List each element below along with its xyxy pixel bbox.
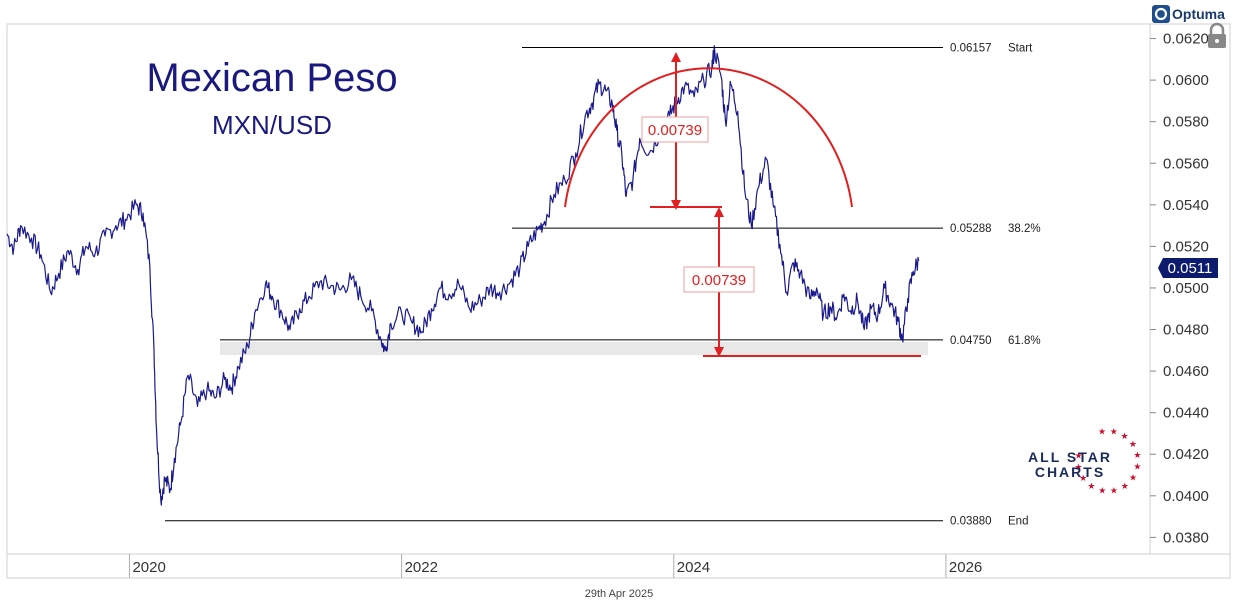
chart-title: Mexican Peso (146, 56, 397, 100)
y-tick-label: 0.0520 (1163, 238, 1209, 255)
allstarcharts-logo: ★ ★ ★★★★★★★★★★★★ ALL STAR CHARTS (1028, 428, 1141, 497)
x-axis-ticks: 2020 2022 2024 2026 (128, 554, 982, 578)
plot-area (6, 23, 1151, 555)
star-icon: ★ (1121, 432, 1129, 442)
y-tick-label: 0.0580 (1163, 114, 1209, 131)
star-icon: ★ (1087, 482, 1095, 492)
measure-label-box (641, 116, 709, 143)
measure-label-box (683, 266, 755, 293)
price-series-line (6, 45, 920, 506)
fib-level-name: 61.8% (1008, 335, 1041, 347)
y-tick-label: 0.0560 (1163, 155, 1209, 172)
arrow-up-icon (714, 207, 724, 217)
star-icon: ★ (1079, 474, 1087, 484)
star-icon: ★ (1110, 486, 1118, 496)
last-value-box (1158, 258, 1218, 278)
optuma-logo-icon (1152, 5, 1170, 23)
fib-level-name: End (1008, 516, 1028, 528)
measure-label: 0.00739 (692, 272, 746, 289)
fib-level-price: 0.04750 (950, 335, 992, 347)
fib-levels: 0.06157 Start 0.05288 38.2% 0.04750 61.8% 0.03… (165, 42, 1041, 528)
star-ring-icon: ★ ★ ★★★★★★★★★★★★ (1075, 428, 1142, 497)
x-tick-label: 2026 (949, 559, 982, 576)
arrow-up-icon (671, 52, 681, 62)
y-tick-label: 0.0620 (1163, 31, 1209, 48)
y-axis-ticks: 0.0380 0.0400 0.0420 0.0440 0.0460 0.0480 0.05… (1150, 31, 1209, 546)
y-tick-label: 0.0540 (1163, 197, 1209, 214)
y-tick-label: 0.0440 (1163, 405, 1209, 422)
y-tick-label: 0.0460 (1163, 363, 1209, 380)
support-zone (220, 342, 928, 355)
y-tick-label: 0.0480 (1163, 322, 1209, 339)
star-icon: ★ (1129, 474, 1137, 484)
watermark-line2: CHARTS (1035, 464, 1105, 480)
optuma-logo-text: Optuma (1172, 6, 1225, 22)
x-axis-panel[interactable] (6, 553, 1231, 579)
star-icon: ★ (1110, 428, 1118, 438)
star-icon: ★ (1098, 486, 1106, 496)
measure-label: 0.00739 (648, 122, 702, 139)
chart-subtitle: MXN/USD (212, 110, 332, 140)
star-icon: ★ (1133, 451, 1141, 461)
star-icon: ★ (1075, 463, 1083, 473)
rounding-top-arc (564, 67, 853, 208)
x-tick-label: 2024 (677, 559, 710, 576)
arrow-down-icon (671, 200, 681, 210)
y-axis-panel[interactable] (1149, 23, 1231, 555)
y-tick-label: 0.0500 (1163, 280, 1209, 297)
star-icon: ★ (1121, 482, 1129, 492)
y-tick-label: 0.0600 (1163, 72, 1209, 89)
fib-level-price: 0.03880 (950, 516, 992, 528)
measurement-lower: 0.00739 (683, 207, 921, 357)
watermark-line1: ALL STAR (1028, 449, 1112, 465)
star-icon: ★ (1133, 463, 1141, 473)
star-icon: ★ (1098, 428, 1106, 438)
y-tick-label: 0.0420 (1163, 446, 1209, 463)
lock-icon[interactable] (1208, 22, 1226, 48)
last-value-label: 0.0511 (1168, 260, 1213, 277)
y-tick-label: 0.0400 (1163, 488, 1209, 505)
x-tick-label: 2020 (132, 559, 165, 576)
y-tick-label: 0.0380 (1163, 529, 1209, 546)
fib-level-name: Start (1008, 42, 1033, 54)
fib-level-price: 0.05288 (950, 223, 992, 235)
x-tick-label: 2022 (405, 559, 438, 576)
last-value-tag: 0.0511 (1158, 258, 1218, 278)
fib-level-price: 0.06157 (950, 42, 992, 54)
footer-date: 29th Apr 2025 (585, 588, 654, 600)
optuma-logo[interactable]: Optuma (1152, 5, 1225, 23)
fib-level-name: 38.2% (1008, 223, 1041, 235)
star-icon: ★ (1075, 451, 1083, 461)
star-icon: ★ (1129, 440, 1137, 450)
arrow-down-icon (714, 347, 724, 357)
measurement-upper: 0.00739 (641, 52, 722, 210)
